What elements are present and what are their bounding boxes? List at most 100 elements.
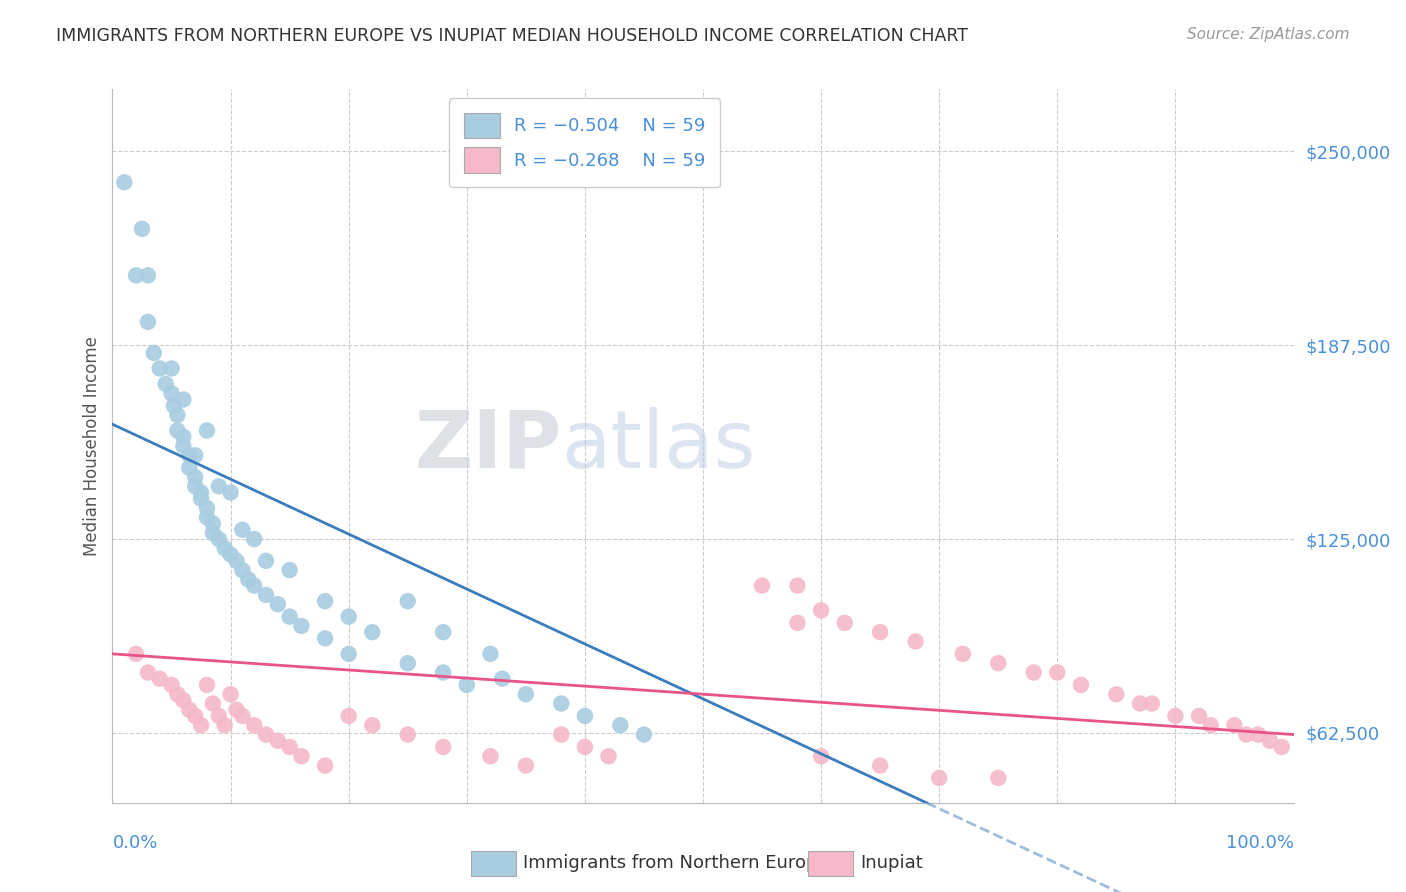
Point xyxy=(1234,727,1257,741)
Point xyxy=(1140,697,1163,711)
Point xyxy=(278,609,301,624)
Point xyxy=(184,479,207,493)
Point xyxy=(149,672,172,686)
Point xyxy=(550,727,572,741)
Point xyxy=(550,697,572,711)
Point xyxy=(869,758,891,772)
Point xyxy=(1022,665,1045,680)
Point xyxy=(267,597,290,611)
Point xyxy=(290,749,312,764)
Text: 100.0%: 100.0% xyxy=(1226,834,1294,852)
Point xyxy=(396,594,419,608)
Point xyxy=(598,749,620,764)
Point xyxy=(633,727,655,741)
Text: 0.0%: 0.0% xyxy=(112,834,157,852)
Point xyxy=(278,563,301,577)
Point xyxy=(166,408,188,422)
Point xyxy=(1046,665,1069,680)
Text: Source: ZipAtlas.com: Source: ZipAtlas.com xyxy=(1187,27,1350,42)
Point xyxy=(208,532,231,546)
Point xyxy=(254,588,277,602)
Point xyxy=(136,315,159,329)
Point xyxy=(179,460,201,475)
Point xyxy=(432,625,454,640)
Point xyxy=(278,739,301,754)
Point xyxy=(231,563,253,577)
Point xyxy=(243,718,266,732)
Point xyxy=(361,625,384,640)
Point xyxy=(225,703,247,717)
Point xyxy=(479,749,502,764)
Point xyxy=(337,709,360,723)
Point xyxy=(314,632,336,646)
Point xyxy=(1258,733,1281,747)
Point xyxy=(238,573,260,587)
Point xyxy=(166,424,188,438)
Point xyxy=(172,392,194,407)
Point xyxy=(574,709,596,723)
Point xyxy=(172,430,194,444)
Point xyxy=(231,523,253,537)
Point xyxy=(231,709,253,723)
Point xyxy=(987,771,1010,785)
Point xyxy=(1188,709,1211,723)
Point xyxy=(987,656,1010,670)
Point xyxy=(179,448,201,462)
Point xyxy=(219,485,242,500)
Point xyxy=(786,579,808,593)
Point xyxy=(201,525,224,540)
Point xyxy=(201,516,224,531)
Point xyxy=(904,634,927,648)
Point xyxy=(136,268,159,283)
Point xyxy=(337,609,360,624)
Point xyxy=(314,594,336,608)
Point xyxy=(184,709,207,723)
Point xyxy=(195,510,218,524)
Point xyxy=(160,678,183,692)
Legend: R = −0.504    N = 59, R = −0.268    N = 59: R = −0.504 N = 59, R = −0.268 N = 59 xyxy=(450,98,720,187)
Point xyxy=(361,718,384,732)
Point xyxy=(214,541,236,556)
Point xyxy=(491,672,513,686)
Text: Inupiat: Inupiat xyxy=(860,855,924,872)
Point xyxy=(515,758,537,772)
Point xyxy=(179,703,201,717)
Point xyxy=(952,647,974,661)
Point xyxy=(160,386,183,401)
Point xyxy=(160,361,183,376)
Point xyxy=(1105,687,1128,701)
Point xyxy=(219,548,242,562)
Point xyxy=(432,739,454,754)
Point xyxy=(609,718,631,732)
Point xyxy=(219,687,242,701)
Point xyxy=(184,470,207,484)
Point xyxy=(1199,718,1222,732)
Point xyxy=(142,346,165,360)
Point xyxy=(1247,727,1270,741)
Point xyxy=(208,709,231,723)
Point xyxy=(195,424,218,438)
Point xyxy=(314,758,336,772)
Point xyxy=(810,749,832,764)
Point xyxy=(1164,709,1187,723)
Point xyxy=(214,718,236,732)
Text: ZIP: ZIP xyxy=(413,407,561,485)
Point xyxy=(201,697,224,711)
Point xyxy=(834,615,856,630)
Y-axis label: Median Household Income: Median Household Income xyxy=(83,336,101,556)
Point xyxy=(267,733,290,747)
Point xyxy=(786,615,808,630)
Point xyxy=(1271,739,1294,754)
Point xyxy=(396,727,419,741)
Point xyxy=(208,479,231,493)
Point xyxy=(254,727,277,741)
Point xyxy=(225,554,247,568)
Point xyxy=(810,603,832,617)
Point xyxy=(163,399,186,413)
Point xyxy=(337,647,360,661)
Point xyxy=(190,491,212,506)
Point xyxy=(125,268,148,283)
Point xyxy=(149,361,172,376)
Point xyxy=(515,687,537,701)
Point xyxy=(1223,718,1246,732)
